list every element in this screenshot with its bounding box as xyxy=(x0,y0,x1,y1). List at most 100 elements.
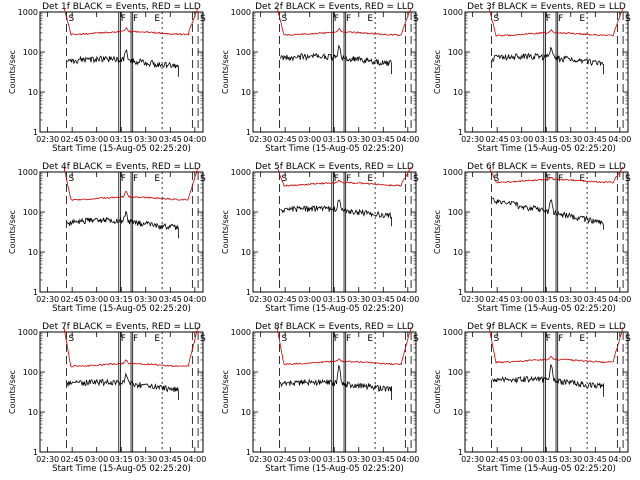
marker-annotation: S xyxy=(493,14,499,24)
x-tick-label: 04:00 xyxy=(608,455,631,464)
marker-annotation: S xyxy=(493,334,499,344)
x-tick-label: 03:30 xyxy=(559,295,582,304)
x-tick-label: 02:30 xyxy=(461,455,484,464)
x-tick-label: 03:45 xyxy=(584,135,607,144)
marker-annotation: E xyxy=(154,14,160,24)
y-tick-label: 1000 xyxy=(443,168,463,177)
x-axis-label: Start Time (15-Aug-05 02:25:20) xyxy=(477,304,616,314)
marker-annotation: F xyxy=(133,14,138,24)
panel-title: Det 8f BLACK = Events, RED = LLD xyxy=(255,322,414,332)
panel-det-6: Det 6f BLACK = Events, RED = LLD 1 10 100 10… xyxy=(433,162,631,314)
x-tick-label: 03:30 xyxy=(347,135,370,144)
series-line-red-lld xyxy=(488,326,624,364)
y-axis-label: Counts/sec xyxy=(221,210,230,254)
x-tick-label: 03:45 xyxy=(372,455,395,464)
y-tick-label: 10 xyxy=(241,88,251,97)
x-axis-label: Start Time (15-Aug-05 02:25:20) xyxy=(52,304,191,314)
marker-annotation: S xyxy=(68,174,74,184)
y-tick-label: 10 xyxy=(453,248,463,257)
marker-annotation: S xyxy=(200,14,206,24)
y-axis-label: Counts/sec xyxy=(8,210,17,254)
x-tick-label: 03:00 xyxy=(298,135,321,144)
y-tick-label: 10 xyxy=(28,408,38,417)
y-tick-label: 1000 xyxy=(231,8,251,17)
x-tick-label: 04:00 xyxy=(183,295,206,304)
marker-annotation: S xyxy=(68,14,74,24)
y-tick-label: 10 xyxy=(28,248,38,257)
x-axis-label: Start Time (15-Aug-05 02:25:20) xyxy=(477,464,616,474)
x-axis-label: Start Time (15-Aug-05 02:25:20) xyxy=(52,464,191,474)
x-tick-label: 03:30 xyxy=(134,135,157,144)
marker-annotation: S xyxy=(413,174,419,184)
marker-annotation: S xyxy=(625,174,631,184)
marker-annotation: S xyxy=(493,174,499,184)
y-axis-label: Counts/sec xyxy=(433,370,442,414)
y-tick-label: 1000 xyxy=(18,328,38,337)
y-tick-label: 1 xyxy=(458,448,463,457)
series-line-black-events xyxy=(67,48,179,77)
panel-title: Det 7f BLACK = Events, RED = LLD xyxy=(42,322,201,332)
x-tick-label: 03:00 xyxy=(298,295,321,304)
x-tick-label: 03:00 xyxy=(510,295,533,304)
x-tick-label: 03:15 xyxy=(323,455,346,464)
y-axis-label: Counts/sec xyxy=(433,210,442,254)
y-tick-label: 1000 xyxy=(443,328,463,337)
x-tick-label: 03:30 xyxy=(559,135,582,144)
series-line-red-lld xyxy=(488,166,624,184)
x-tick-label: 03:15 xyxy=(535,135,558,144)
y-tick-label: 1000 xyxy=(18,168,38,177)
series-line-black-events xyxy=(279,364,392,400)
x-tick-label: 02:45 xyxy=(274,135,297,144)
series-line-red-lld xyxy=(63,326,199,368)
marker-annotation: S xyxy=(68,334,74,344)
x-tick-label: 02:45 xyxy=(274,295,297,304)
x-tick-label: 04:00 xyxy=(608,135,631,144)
y-tick-label: 100 xyxy=(23,368,38,377)
x-tick-label: 03:15 xyxy=(110,135,133,144)
marker-annotation: F xyxy=(121,174,126,184)
marker-annotation: F xyxy=(133,174,138,184)
y-tick-label: 10 xyxy=(28,88,38,97)
y-tick-label: 1000 xyxy=(443,8,463,17)
marker-annotation: S xyxy=(281,334,287,344)
x-tick-label: 02:45 xyxy=(274,455,297,464)
series-line-red-lld xyxy=(63,7,199,36)
series-line-red-lld xyxy=(276,326,412,366)
series-line-black-events xyxy=(491,363,604,397)
marker-annotation: E xyxy=(579,334,585,344)
x-axis-label: Start Time (15-Aug-05 02:25:20) xyxy=(265,304,404,314)
x-tick-label: 03:30 xyxy=(347,455,370,464)
x-axis-label: Start Time (15-Aug-05 02:25:20) xyxy=(265,464,404,474)
y-tick-label: 100 xyxy=(448,208,463,217)
y-axis-label: Counts/sec xyxy=(221,50,230,94)
x-tick-label: 03:15 xyxy=(323,295,346,304)
y-tick-label: 1 xyxy=(246,448,251,457)
y-tick-label: 1 xyxy=(246,128,251,137)
x-tick-label: 02:30 xyxy=(249,295,272,304)
y-tick-label: 100 xyxy=(236,208,251,217)
y-tick-label: 100 xyxy=(448,368,463,377)
marker-annotation: E xyxy=(579,174,585,184)
marker-annotation: F xyxy=(546,14,551,24)
panel-det-8: Det 8f BLACK = Events, RED = LLD 1 10 100 10… xyxy=(221,322,419,474)
y-tick-label: 100 xyxy=(23,208,38,217)
series-line-red-lld xyxy=(63,167,199,201)
x-tick-label: 04:00 xyxy=(608,295,631,304)
x-tick-label: 04:00 xyxy=(396,455,419,464)
x-tick-label: 03:00 xyxy=(85,135,108,144)
series-line-black-events xyxy=(491,46,604,75)
series-line-red-lld xyxy=(488,7,624,37)
marker-annotation: E xyxy=(367,14,373,24)
x-tick-label: 03:30 xyxy=(134,295,157,304)
y-tick-label: 1 xyxy=(458,288,463,297)
y-tick-label: 1 xyxy=(246,288,251,297)
marker-annotation: S xyxy=(625,334,631,344)
panel-title: Det 4f BLACK = Events, RED = LLD xyxy=(42,162,201,172)
marker-annotation: F xyxy=(133,334,138,344)
series-line-red-lld xyxy=(276,7,412,37)
marker-annotation: F xyxy=(121,14,126,24)
panel-det-9: Det 9f BLACK = Events, RED = LLD 1 10 100 10… xyxy=(433,322,631,474)
x-tick-label: 02:45 xyxy=(486,455,509,464)
series-line-black-events xyxy=(279,44,392,75)
